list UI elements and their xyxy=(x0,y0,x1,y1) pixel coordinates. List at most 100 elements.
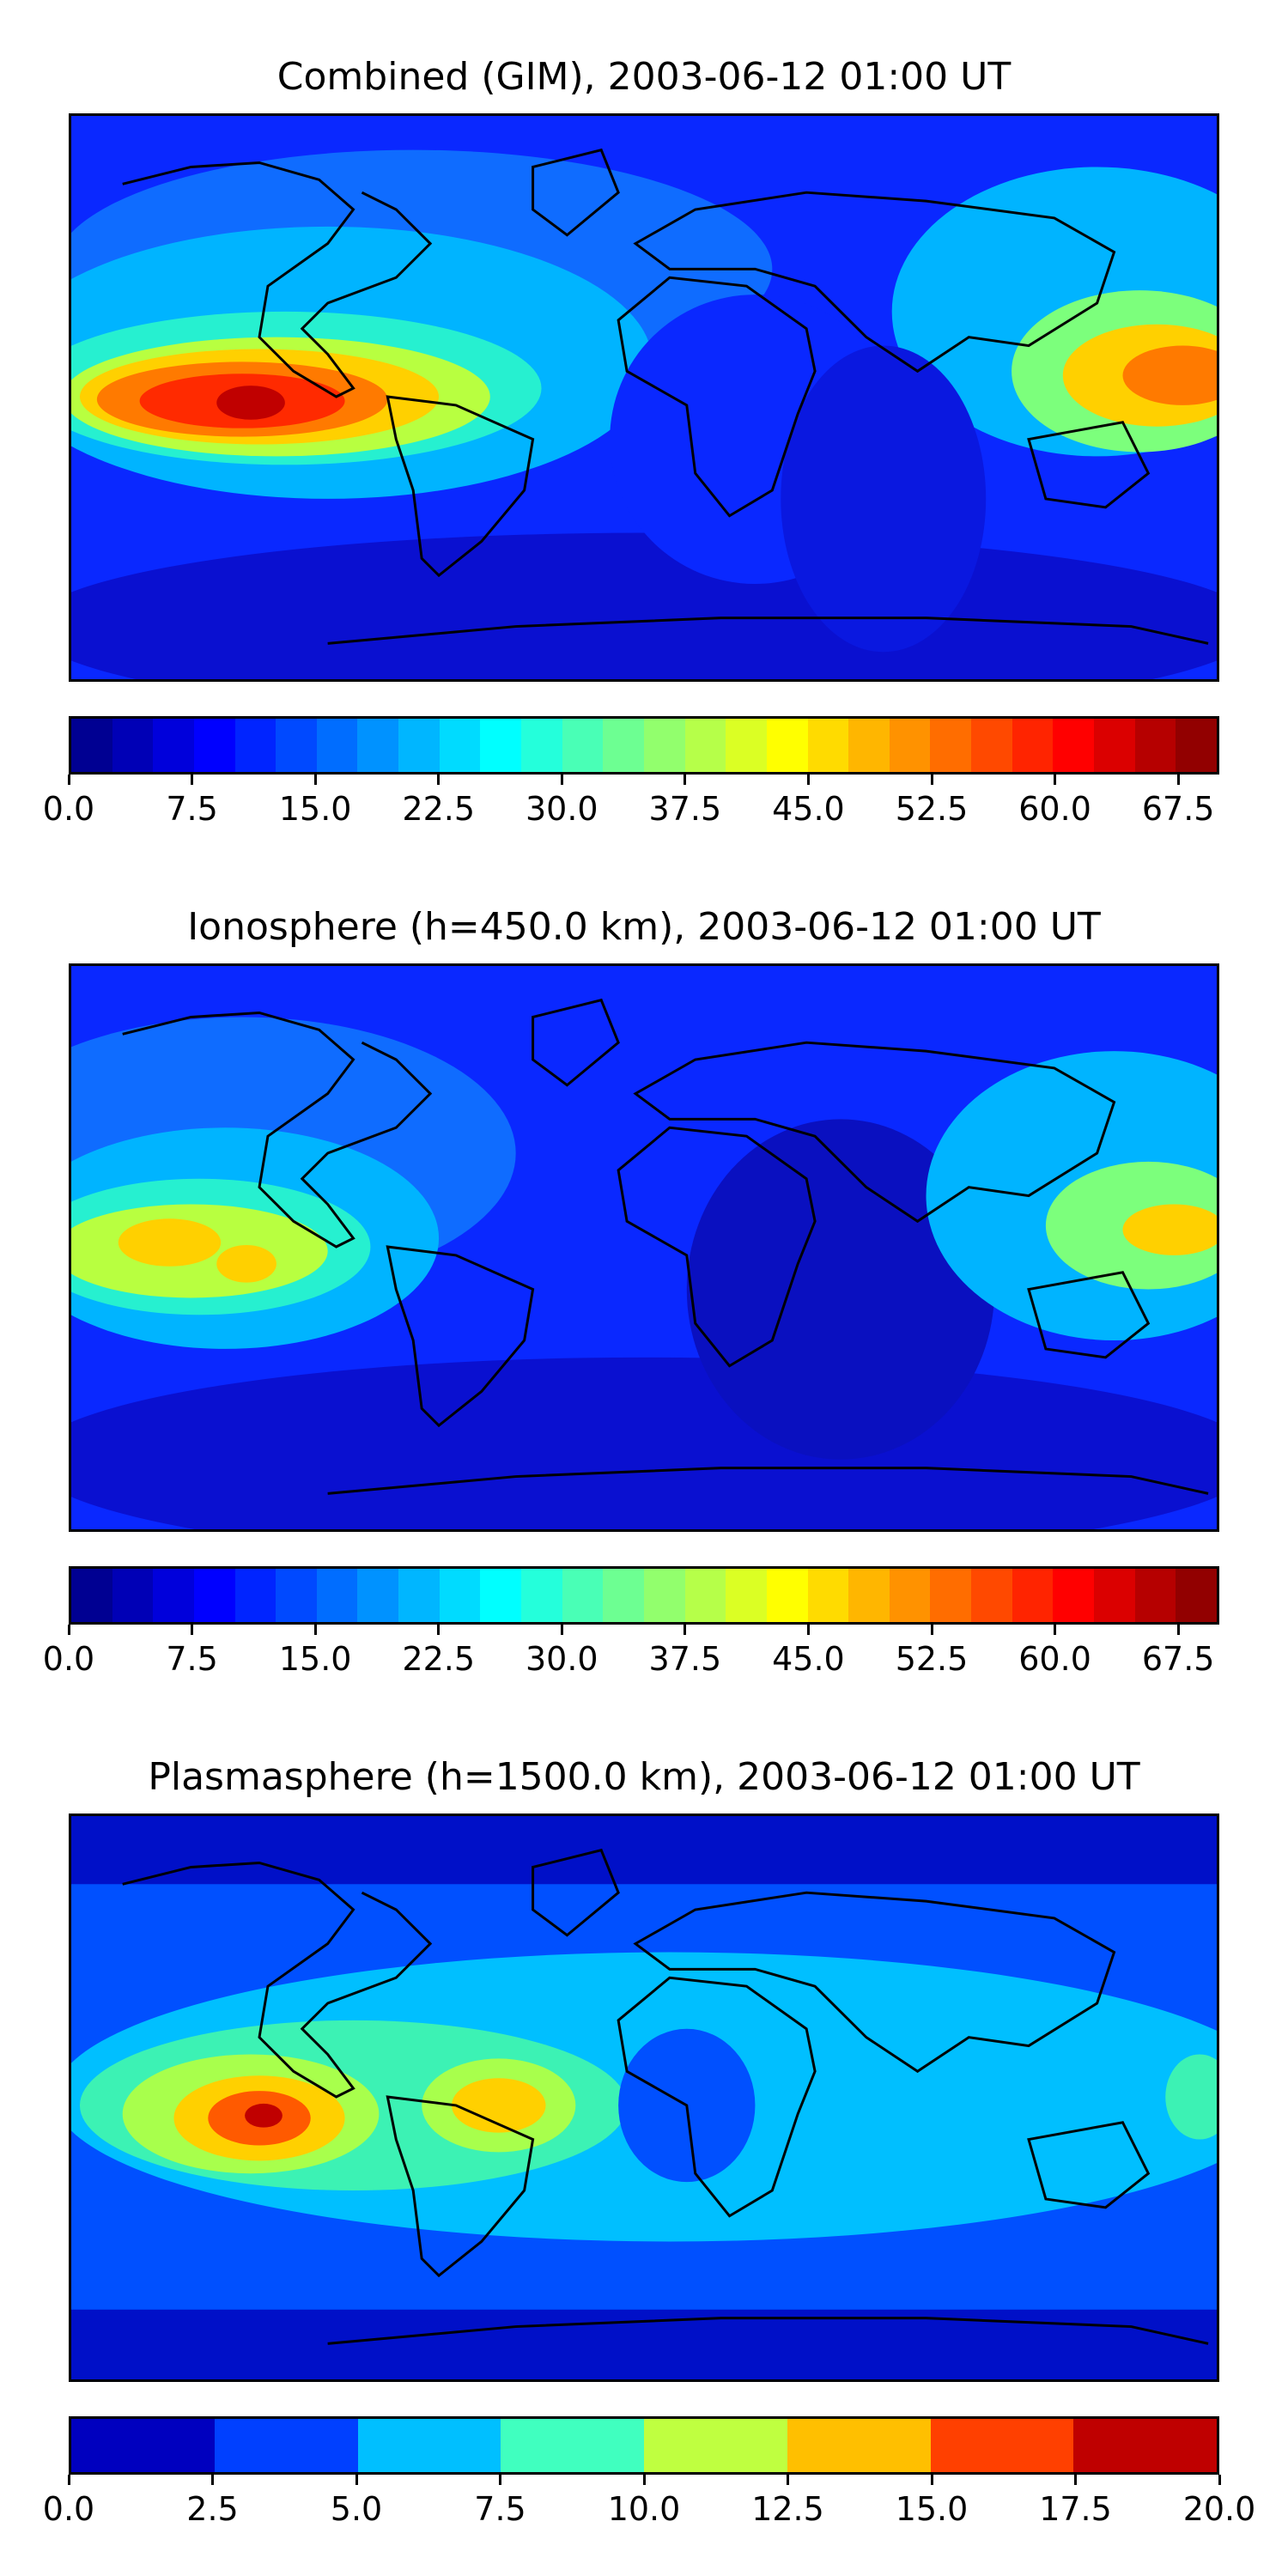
map-ionosphere xyxy=(69,963,1219,1532)
colorbar-ticks-plasmasphere: 0.0 2.5 5.0 7.5 10.0 12.5 15.0 17.5 20.0 xyxy=(43,2475,1255,2528)
colorbar-tick-mark xyxy=(806,775,810,785)
colorbar-segment xyxy=(889,1569,931,1622)
colorbar-tick-label: 20.0 xyxy=(1182,2490,1256,2528)
colorbar-tick-label: 15.0 xyxy=(895,2490,969,2528)
colorbar-tick-mark xyxy=(560,1625,563,1635)
colorbar-tick-mark xyxy=(499,2475,501,2485)
colorbar-tick-label: 7.5 xyxy=(474,2490,526,2528)
map-ionosphere-svg xyxy=(71,966,1217,1529)
colorbar-segment xyxy=(71,719,112,772)
colorbar-combined xyxy=(69,716,1219,775)
colorbar-tick-mark xyxy=(437,775,440,785)
colorbar-plasmasphere xyxy=(69,2416,1219,2475)
colorbar-segment xyxy=(214,2419,358,2472)
colorbar-segment xyxy=(112,1569,154,1622)
colorbar-tick-mark xyxy=(1218,2475,1221,2485)
colorbar-segment xyxy=(316,719,358,772)
colorbar-tick-mark xyxy=(1176,775,1180,785)
colorbar-segment xyxy=(603,719,644,772)
colorbar-tick-label: 52.5 xyxy=(895,790,969,828)
colorbar-tick-label: 7.5 xyxy=(166,790,218,828)
colorbar-segment xyxy=(562,1569,604,1622)
colorbar-segment xyxy=(276,1569,317,1622)
colorbar-segment xyxy=(1012,719,1054,772)
colorbar-segment xyxy=(1012,1569,1054,1622)
map-plasmasphere-svg xyxy=(71,1816,1217,2379)
colorbar-segment xyxy=(971,1569,1012,1622)
colorbar-segment xyxy=(1134,719,1176,772)
colorbar-segment xyxy=(562,719,604,772)
colorbar-segment xyxy=(726,1569,767,1622)
colorbar-tick-label: 0.0 xyxy=(42,790,95,828)
colorbar-tick-label: 7.5 xyxy=(166,1640,218,1678)
colorbar-segment xyxy=(787,2419,931,2472)
colorbar-tick-label: 67.5 xyxy=(1141,790,1215,828)
colorbar-tick-mark xyxy=(930,1625,933,1635)
colorbar-segment xyxy=(644,2419,787,2472)
colorbar-segment xyxy=(684,1569,726,1622)
colorbar-tick-label: 37.5 xyxy=(648,790,722,828)
colorbar-segment xyxy=(930,2419,1074,2472)
colorbar-ticks-combined: 0.0 7.5 15.0 22.5 30.0 37.5 45.0 52.5 60.0 67.5 xyxy=(43,775,1219,828)
colorbar-segment xyxy=(398,1569,440,1622)
colorbar-segment xyxy=(1053,1569,1095,1622)
colorbar-tick-label: 0.0 xyxy=(42,1640,95,1678)
colorbar-segment xyxy=(1134,1569,1176,1622)
colorbar-segment xyxy=(153,1569,194,1622)
colorbar-segment xyxy=(643,1569,685,1622)
colorbar-segment xyxy=(1053,719,1095,772)
colorbar-tick-mark xyxy=(313,775,317,785)
colorbar-tick-mark xyxy=(930,2475,933,2485)
colorbar-segment xyxy=(766,1569,808,1622)
colorbar-tick-mark xyxy=(930,775,933,785)
panel-title-ionosphere: Ionosphere (h=450.0 km), 2003-06-12 01:0… xyxy=(187,905,1101,949)
colorbar-tick-label: 17.5 xyxy=(1039,2490,1112,2528)
colorbar-tick-label: 2.5 xyxy=(186,2490,239,2528)
colorbar-segment xyxy=(439,719,481,772)
colorbar-segment xyxy=(643,719,685,772)
colorbar-tick-label: 45.0 xyxy=(772,1640,845,1678)
colorbar-segment xyxy=(153,719,194,772)
colorbar-segment xyxy=(439,1569,481,1622)
colorbar-tick-label: 45.0 xyxy=(772,790,845,828)
colorbar-segment xyxy=(1073,2419,1217,2472)
colorbar-tick-mark xyxy=(1054,1625,1057,1635)
colorbar-tick-label: 5.0 xyxy=(330,2490,383,2528)
colorbar-tick-label: 30.0 xyxy=(525,790,598,828)
colorbar-segment xyxy=(193,719,235,772)
colorbar-segment xyxy=(357,1569,399,1622)
colorbar-segment xyxy=(193,1569,235,1622)
colorbar-segment xyxy=(889,719,931,772)
colorbar-tick-label: 52.5 xyxy=(895,1640,969,1678)
coastlines-plasmasphere xyxy=(122,1848,1209,2345)
colorbar-tick-label: 60.0 xyxy=(1018,1640,1091,1678)
colorbar-tick-mark xyxy=(67,775,70,785)
colorbar-tick-mark xyxy=(683,1625,687,1635)
colorbar-segment xyxy=(1094,1569,1135,1622)
colorbar-segment xyxy=(930,1569,972,1622)
colorbar-tick-mark xyxy=(67,1625,70,1635)
colorbar-segment xyxy=(726,719,767,772)
colorbar-tick-mark xyxy=(806,1625,810,1635)
colorbar-segment xyxy=(112,719,154,772)
colorbar-tick-label: 67.5 xyxy=(1141,1640,1215,1678)
colorbar-tick-label: 12.5 xyxy=(751,2490,824,2528)
colorbar-segment xyxy=(807,719,849,772)
colorbar-segment xyxy=(276,719,317,772)
colorbar-tick-mark xyxy=(1054,775,1057,785)
colorbar-tick-mark xyxy=(683,775,687,785)
colorbar-segment xyxy=(234,719,276,772)
colorbar-tick-label: 37.5 xyxy=(648,1640,722,1678)
colorbar-segment xyxy=(357,719,399,772)
coastlines-combined xyxy=(122,148,1209,645)
colorbar-segment xyxy=(316,1569,358,1622)
colorbar-segment xyxy=(766,719,808,772)
colorbar-segment xyxy=(480,719,522,772)
colorbar-tick-mark xyxy=(560,775,563,785)
colorbar-tick-label: 30.0 xyxy=(525,1640,598,1678)
colorbar-segment xyxy=(848,719,890,772)
colorbar-segment xyxy=(1176,719,1217,772)
colorbar-tick-label: 10.0 xyxy=(607,2490,681,2528)
colorbar-segment xyxy=(521,1569,562,1622)
colorbar-tick-mark xyxy=(1074,2475,1077,2485)
